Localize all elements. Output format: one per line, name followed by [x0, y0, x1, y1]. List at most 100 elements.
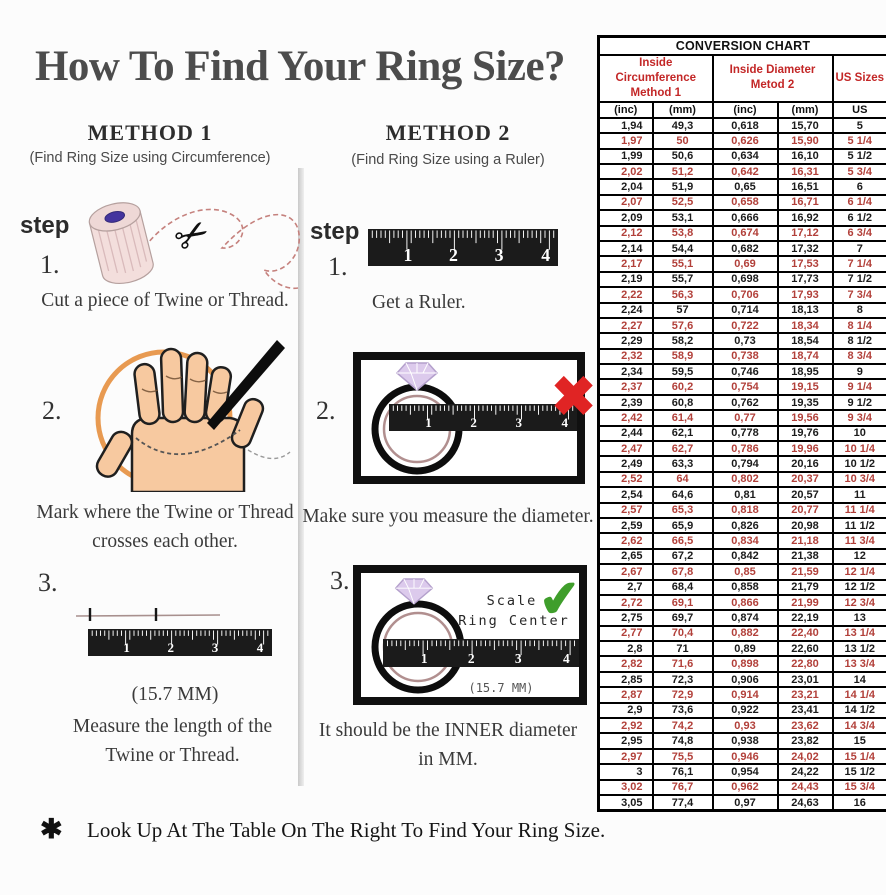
table-cell: 6 1/4	[831, 193, 886, 212]
table-cell: 51,2	[651, 162, 714, 181]
table-cell: 0,858	[711, 578, 779, 596]
table-cell: 0,77	[711, 409, 779, 427]
table-cell: 0,826	[711, 516, 779, 535]
table-cell: 18,13	[776, 301, 834, 319]
table-cell: 18,74	[776, 347, 834, 366]
table-cell: 0,89	[711, 640, 779, 658]
method2-subheading: (Find Ring Size using a Ruler)	[351, 152, 545, 168]
table-cell: 64	[651, 470, 714, 489]
svg-text:1: 1	[123, 640, 130, 655]
table-row: 2,49 63,3 0,794 20,16 10 1/2	[597, 455, 886, 473]
table-cell: 22,80	[776, 655, 834, 673]
diamond-icon	[394, 578, 434, 605]
table-cell: 17,12	[776, 224, 834, 242]
table-row: 2,65 67,2 0,842 21,38 12	[597, 547, 886, 566]
svg-text:3: 3	[495, 245, 504, 265]
table-cell: 0,674	[711, 224, 779, 242]
table-cell: 53,8	[651, 224, 714, 242]
table-cell: 14 3/4	[831, 717, 886, 735]
pen-icon	[207, 340, 285, 430]
table-cell: 69,7	[651, 609, 714, 627]
table-cell: 0,706	[711, 286, 779, 304]
table-row: 2,87 72,9 0,914 23,21 14 1/4	[597, 686, 886, 704]
table-row: 2,67 67,8 0,85 21,59 12 1/4	[597, 563, 886, 581]
asterisk-icon: ✱	[40, 814, 63, 844]
table-cell: 50	[651, 132, 714, 150]
chart-subheader: (mm)	[776, 100, 834, 119]
table-cell: 2,52	[597, 470, 654, 489]
chart-subheader: (mm)	[651, 100, 714, 119]
table-cell: 2,22	[597, 286, 654, 304]
table-cell: 60,2	[651, 378, 714, 396]
correct-measurement-figure: Scale Ring Center 1 2 3 4 (15.7 MM)	[353, 565, 587, 705]
table-row: 2,24 57 0,714 18,13 8	[597, 301, 886, 319]
table-cell: 1,99	[597, 147, 654, 166]
table-row: 2,39 60,8 0,762 19,35 9 1/2	[597, 393, 886, 412]
table-cell: 13 1/4	[831, 624, 886, 643]
table-cell: 2,62	[597, 532, 654, 550]
table-cell: 7	[831, 239, 886, 258]
table-row: 2,27 57,6 0,722 18,34 8 1/4	[597, 316, 886, 335]
table-cell: 65,3	[651, 501, 714, 519]
table-cell: 73,6	[651, 701, 714, 720]
conversion-chart-table: CONVERSION CHART Inside Circumference Me…	[597, 35, 886, 813]
table-row: 2,37 60,2 0,754 19,15 9 1/4	[597, 378, 886, 396]
table-cell: 0,81	[711, 486, 779, 504]
table-cell: 17,73	[776, 270, 834, 289]
table-cell: 16,10	[776, 147, 834, 166]
table-cell: 15 3/4	[831, 778, 886, 797]
method1-step-label: step	[20, 212, 70, 239]
table-row: 2,07 52,5 0,658 16,71 6 1/4	[597, 193, 886, 212]
table-cell: 13 1/2	[831, 640, 886, 658]
table-cell: 19,96	[776, 439, 834, 458]
table-cell: 2,34	[597, 363, 654, 381]
table-cell: 70,4	[651, 624, 714, 643]
table-cell: 23,21	[776, 686, 834, 704]
method2-step1-caption: Get a Ruler.	[372, 292, 466, 313]
table-cell: 2,09	[597, 209, 654, 227]
table-cell: 23,41	[776, 701, 834, 720]
method2-step2-caption: Make sure you measure the diameter.	[302, 506, 594, 527]
table-cell: 19,15	[776, 378, 834, 396]
table-cell: 21,18	[776, 532, 834, 550]
table-cell: 54,4	[651, 239, 714, 258]
table-cell: 0,722	[711, 316, 779, 335]
table-cell: 14 1/4	[831, 686, 886, 704]
table-cell: 2,14	[597, 239, 654, 258]
method2-step3-caption: It should be the INNER diameter in MM.	[318, 720, 578, 770]
ruler-graphic: 1 2 3 4	[383, 639, 579, 667]
table-cell: 23,82	[776, 732, 834, 750]
table-cell: 0,698	[711, 270, 779, 289]
table-row: 1,97 50 0,626 15,90 5 1/4	[597, 132, 886, 150]
table-cell: 2,47	[597, 439, 654, 458]
table-cell: 17,53	[776, 255, 834, 273]
table-cell: 24,63	[776, 794, 834, 812]
table-cell: 0,874	[711, 609, 779, 627]
table-cell: 0,762	[711, 393, 779, 412]
table-cell: 0,962	[711, 778, 779, 797]
chart-group-method1: Inside Circumference Method 1	[597, 54, 714, 103]
table-row: 2,22 56,3 0,706 17,93 7 3/4	[597, 286, 886, 304]
svg-text:1: 1	[421, 651, 428, 666]
table-cell: 0,618	[711, 116, 779, 135]
table-cell: 0,642	[711, 162, 779, 181]
table-row: 2,44 62,1 0,778 19,76 10	[597, 424, 886, 443]
table-row: 2,97 75,5 0,946 24,02 15 1/4	[597, 747, 886, 766]
table-cell: 2,75	[597, 609, 654, 627]
table-cell: 2,32	[597, 347, 654, 366]
table-cell: 16	[831, 794, 886, 812]
table-cell: 10 1/4	[831, 439, 886, 458]
table-cell: 2,7	[597, 578, 654, 596]
table-cell: 0,946	[711, 747, 779, 766]
table-cell: 77,4	[651, 794, 714, 812]
table-cell: 76,7	[651, 778, 714, 797]
table-row: 3,02 76,7 0,962 24,43 15 3/4	[597, 778, 886, 797]
table-cell: 5	[831, 116, 886, 135]
table-cell: 2,04	[597, 178, 654, 196]
table-cell: 2,95	[597, 732, 654, 750]
table-row: 2,02 51,2 0,642 16,31 5 3/4	[597, 162, 886, 181]
table-cell: 2,82	[597, 655, 654, 673]
table-cell: 72,9	[651, 686, 714, 704]
table-row: 3 76,1 0,954 24,22 15 1/2	[597, 763, 886, 781]
table-row: 3,05 77,4 0,97 24,63 16	[597, 794, 886, 812]
